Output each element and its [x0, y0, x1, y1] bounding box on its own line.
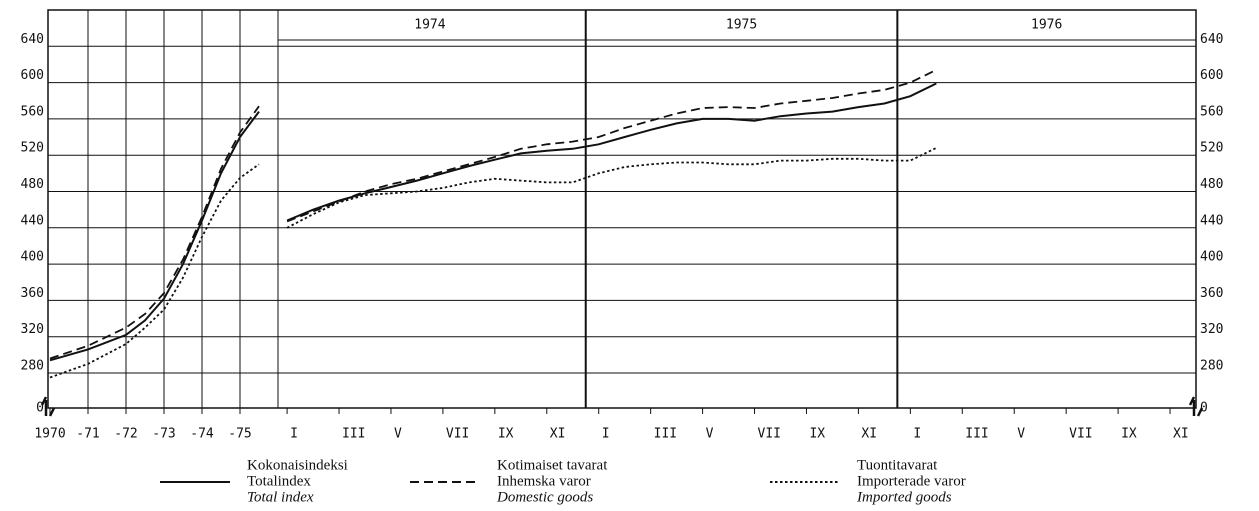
- x-tick-label: XI: [861, 427, 877, 442]
- x-tick-label: I: [290, 427, 298, 442]
- x-tick-label: V: [706, 427, 714, 442]
- x-tick-label: -71: [76, 427, 99, 442]
- legend-label: Kokonaisindeksi: [247, 457, 348, 473]
- x-tick-label: VII: [1069, 427, 1092, 442]
- year-label: 1976: [1031, 18, 1062, 33]
- y-tick-label: 560: [21, 104, 44, 119]
- x-tick-label: III: [342, 427, 365, 442]
- legend-label: Kotimaiset tavarat: [497, 457, 608, 473]
- series-line: [49, 163, 260, 379]
- axis-break: [40, 396, 56, 417]
- x-tick-label: -73: [152, 427, 175, 442]
- axis-break: [1188, 396, 1204, 417]
- legend-label: Tuontitavarat: [857, 457, 938, 473]
- x-tick-label: VII: [446, 427, 469, 442]
- x-tick-label: -72: [114, 427, 137, 442]
- y-tick-label: 480: [1200, 177, 1223, 192]
- y-tick-label: 520: [21, 141, 44, 156]
- year-label: 1975: [726, 18, 757, 33]
- x-tick-label: V: [394, 427, 402, 442]
- plot-frame: [47, 9, 1197, 409]
- series-line: [49, 111, 260, 362]
- y-tick-label: 400: [1200, 250, 1223, 265]
- legend-label: Imported goods: [856, 489, 952, 505]
- y-tick-label: 280: [21, 359, 44, 374]
- y-tick-label: 360: [1200, 286, 1223, 301]
- legend-label: Total index: [247, 489, 314, 505]
- y-tick-label: 360: [21, 286, 44, 301]
- y-tick-label: 480: [21, 177, 44, 192]
- y-tick-label: 440: [1200, 213, 1223, 228]
- y-tick-label: 400: [21, 250, 44, 265]
- y-tick-label: 320: [1200, 322, 1223, 337]
- series-line: [286, 147, 937, 229]
- y-tick-label: 520: [1200, 141, 1223, 156]
- y-tick-label: 280: [1200, 359, 1223, 374]
- y-break-label: 0: [1200, 401, 1208, 416]
- y-tick-label: 440: [21, 213, 44, 228]
- y-tick-label: 640: [21, 32, 44, 47]
- x-tick-label: III: [654, 427, 677, 442]
- y-tick-label: 600: [1200, 68, 1223, 83]
- x-tick-label: IX: [1121, 427, 1137, 442]
- x-tick-label: IX: [809, 427, 825, 442]
- legend-label: Domestic goods: [496, 489, 593, 505]
- y-tick-label: 560: [1200, 104, 1223, 119]
- series-line: [286, 82, 937, 222]
- x-tick-label: I: [913, 427, 921, 442]
- x-tick-label: III: [965, 427, 988, 442]
- legend-label: Importerade varor: [857, 473, 966, 489]
- x-tick-label: IX: [498, 427, 514, 442]
- x-tick-label: VII: [758, 427, 781, 442]
- x-tick-label: XI: [550, 427, 566, 442]
- series-line: [49, 105, 260, 360]
- x-tick-label: 1970: [34, 427, 65, 442]
- legend-label: Inhemska varor: [497, 473, 591, 489]
- series-line: [286, 69, 937, 223]
- legend-label: Totalindex: [247, 473, 311, 489]
- x-tick-label: -75: [228, 427, 251, 442]
- x-tick-label: -74: [190, 427, 214, 442]
- year-label: 1974: [414, 18, 445, 33]
- y-tick-label: 640: [1200, 32, 1223, 47]
- x-tick-label: I: [602, 427, 610, 442]
- y-tick-label: 600: [21, 68, 44, 83]
- x-tick-label: XI: [1173, 427, 1189, 442]
- x-tick-label: V: [1017, 427, 1025, 442]
- y-break-label: 0: [36, 401, 44, 416]
- y-tick-label: 320: [21, 322, 44, 337]
